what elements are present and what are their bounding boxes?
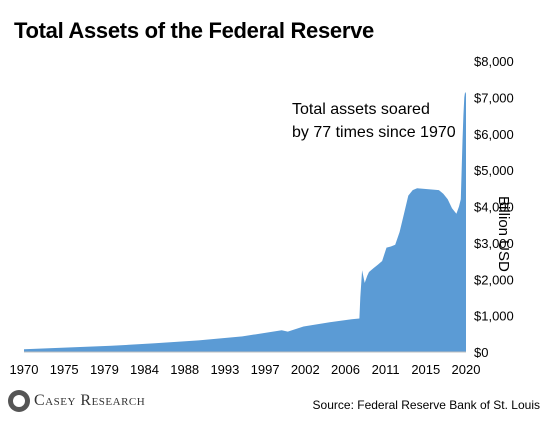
plot-area <box>24 91 466 353</box>
y-tick-label: $6,000 <box>474 127 514 142</box>
y-axis-label: Billion USD <box>495 196 512 272</box>
annotation-line-1: Total assets soared <box>292 101 430 118</box>
x-tick-label: 1993 <box>210 362 239 377</box>
y-tick-label: $4,000 <box>474 200 514 215</box>
x-tick-label: 2002 <box>291 362 320 377</box>
y-tick-label: $7,000 <box>474 90 514 105</box>
area-series <box>24 91 466 353</box>
y-tick-label: $5,000 <box>474 163 514 178</box>
x-axis: 1970 1975 1979 1984 1988 1993 1997 2002 2006 2011… <box>10 351 481 377</box>
y-tick-label: $1,000 <box>474 309 514 324</box>
x-tick-label: 2006 <box>331 362 360 377</box>
y-tick-label: $2,000 <box>474 272 514 287</box>
source-note: Source: Federal Reserve Bank of St. Loui… <box>312 398 540 412</box>
brand-name: Casey Research <box>34 392 146 409</box>
chart-title: Total Assets of the Federal Reserve <box>14 18 374 43</box>
x-tick-label: 1988 <box>170 362 199 377</box>
y-tick-label: $3,000 <box>474 236 514 251</box>
x-tick-label: 1997 <box>251 362 280 377</box>
annotation: Total assets soared by 77 times since 19… <box>292 98 456 144</box>
x-tick-label: 1970 <box>10 362 39 377</box>
x-tick-label: 2020 <box>452 362 481 377</box>
annotation-line-2: by 77 times since 1970 <box>292 124 456 141</box>
y-tick-label: $8,000 <box>474 54 514 69</box>
x-tick-label: 2015 <box>411 362 440 377</box>
x-tick-label: 2011 <box>372 362 400 377</box>
y-tick-label: $0 <box>474 345 488 360</box>
brand-logo: Casey Research <box>8 390 145 412</box>
x-tick-label: 1984 <box>130 362 159 377</box>
x-tick-label: 1975 <box>50 362 79 377</box>
y-axis: $0 $1,000 $2,000 $3,000 $4,000 $5,000 $6,000 $7… <box>474 54 514 360</box>
x-tick-label: 1979 <box>90 362 119 377</box>
logo-icon <box>8 390 30 412</box>
